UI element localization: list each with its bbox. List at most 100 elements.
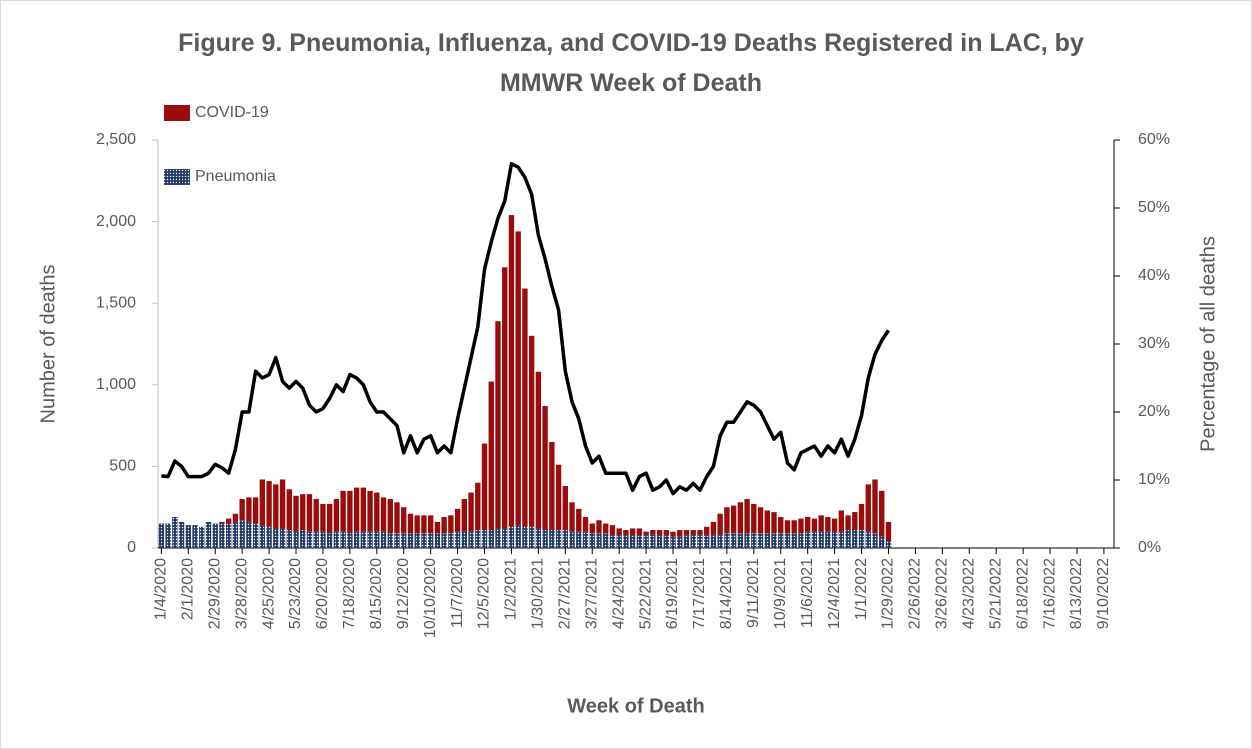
bar <box>724 533 730 548</box>
x-tick-label: 1/29/2022 <box>880 558 897 629</box>
bar <box>549 441 555 531</box>
bar <box>448 515 454 534</box>
bar <box>609 534 616 548</box>
bar <box>751 503 757 534</box>
bar <box>360 531 367 548</box>
bar <box>407 533 414 548</box>
bar <box>535 528 542 548</box>
bar <box>865 484 871 532</box>
chart-title: Figure 9. Pneumonia, Influenza, and COVI… <box>178 29 1084 97</box>
bar <box>623 530 629 535</box>
bar <box>353 487 360 532</box>
bar <box>374 492 380 532</box>
x-tick-label: 4/23/2022 <box>960 558 977 629</box>
bar <box>273 528 279 548</box>
bar <box>582 531 589 548</box>
legend-label: COVID-19 <box>195 104 269 121</box>
x-tick-label: 2/27/2021 <box>557 558 574 629</box>
bar <box>737 502 744 534</box>
bar <box>515 525 521 548</box>
x-tick-label: 9/11/2021 <box>745 558 762 628</box>
x-tick-label: 5/21/2022 <box>987 558 1004 629</box>
y2-tick-label: 0% <box>1138 539 1161 556</box>
bar <box>205 521 212 548</box>
bar <box>252 497 259 524</box>
bar <box>279 528 286 548</box>
bar <box>340 531 346 548</box>
bar <box>259 525 266 548</box>
bar <box>656 534 663 548</box>
bar <box>522 288 528 527</box>
x-tick-label: 9/12/2020 <box>395 558 412 629</box>
bar <box>757 533 764 548</box>
bar <box>603 533 609 548</box>
bar <box>724 507 730 534</box>
bar <box>542 530 548 548</box>
bar <box>609 525 616 535</box>
x-tick-label: 1/4/2020 <box>153 558 170 620</box>
bar <box>266 526 272 548</box>
bar <box>475 530 481 548</box>
bar <box>225 518 232 524</box>
bar <box>703 526 710 535</box>
bar <box>246 521 252 548</box>
x-tick-label: 4/24/2021 <box>610 558 627 629</box>
y-tick-label: 0 <box>127 539 136 556</box>
bar <box>340 490 346 532</box>
bar <box>710 521 717 535</box>
bar <box>407 513 414 534</box>
bar <box>784 533 791 548</box>
bar <box>454 508 461 532</box>
bar <box>252 523 259 548</box>
bar <box>791 520 797 534</box>
bar <box>360 487 367 532</box>
line <box>161 162 890 496</box>
bar <box>387 533 393 548</box>
x-tick-label: 1/30/2021 <box>530 558 547 629</box>
bar <box>670 531 676 537</box>
bar <box>185 525 191 548</box>
bar <box>858 530 865 548</box>
bar <box>535 371 542 529</box>
x-tick-label: 11/7/2020 <box>449 558 466 628</box>
bar <box>663 530 669 535</box>
y2-tick-label: 50% <box>1138 199 1170 216</box>
bar <box>650 530 656 535</box>
bar <box>508 215 515 527</box>
x-tick-label: 2/26/2022 <box>907 558 924 629</box>
bar <box>178 521 185 548</box>
bar <box>394 533 400 548</box>
bar <box>798 533 804 548</box>
bar <box>293 495 299 532</box>
bar <box>616 528 622 535</box>
bar <box>885 541 892 548</box>
x-tick-label: 2/29/2020 <box>206 558 223 629</box>
bar <box>158 523 165 548</box>
bar <box>434 521 441 534</box>
bar <box>421 533 427 548</box>
y-tick-label: 2,000 <box>96 213 136 230</box>
bar <box>313 531 319 548</box>
bar <box>825 516 831 532</box>
bar <box>515 231 521 526</box>
x-tick-label: 5/22/2021 <box>637 558 654 629</box>
bar <box>751 533 757 548</box>
bar <box>528 335 535 527</box>
bar <box>313 499 319 532</box>
bar <box>771 533 777 548</box>
bar <box>367 490 373 532</box>
x-tick-label: 3/28/2020 <box>233 558 250 629</box>
x-tick-label: 6/20/2020 <box>314 558 331 629</box>
bar <box>528 526 535 548</box>
x-tick-label: 6/19/2021 <box>664 558 681 629</box>
bar <box>279 479 286 529</box>
bar <box>771 512 777 534</box>
legend-label: Pneumonia <box>195 168 276 185</box>
bar <box>690 534 696 548</box>
bar <box>219 523 225 548</box>
bar <box>730 505 737 534</box>
bar <box>300 530 306 548</box>
bar <box>468 492 474 532</box>
bar <box>448 533 454 548</box>
bar <box>764 533 770 548</box>
